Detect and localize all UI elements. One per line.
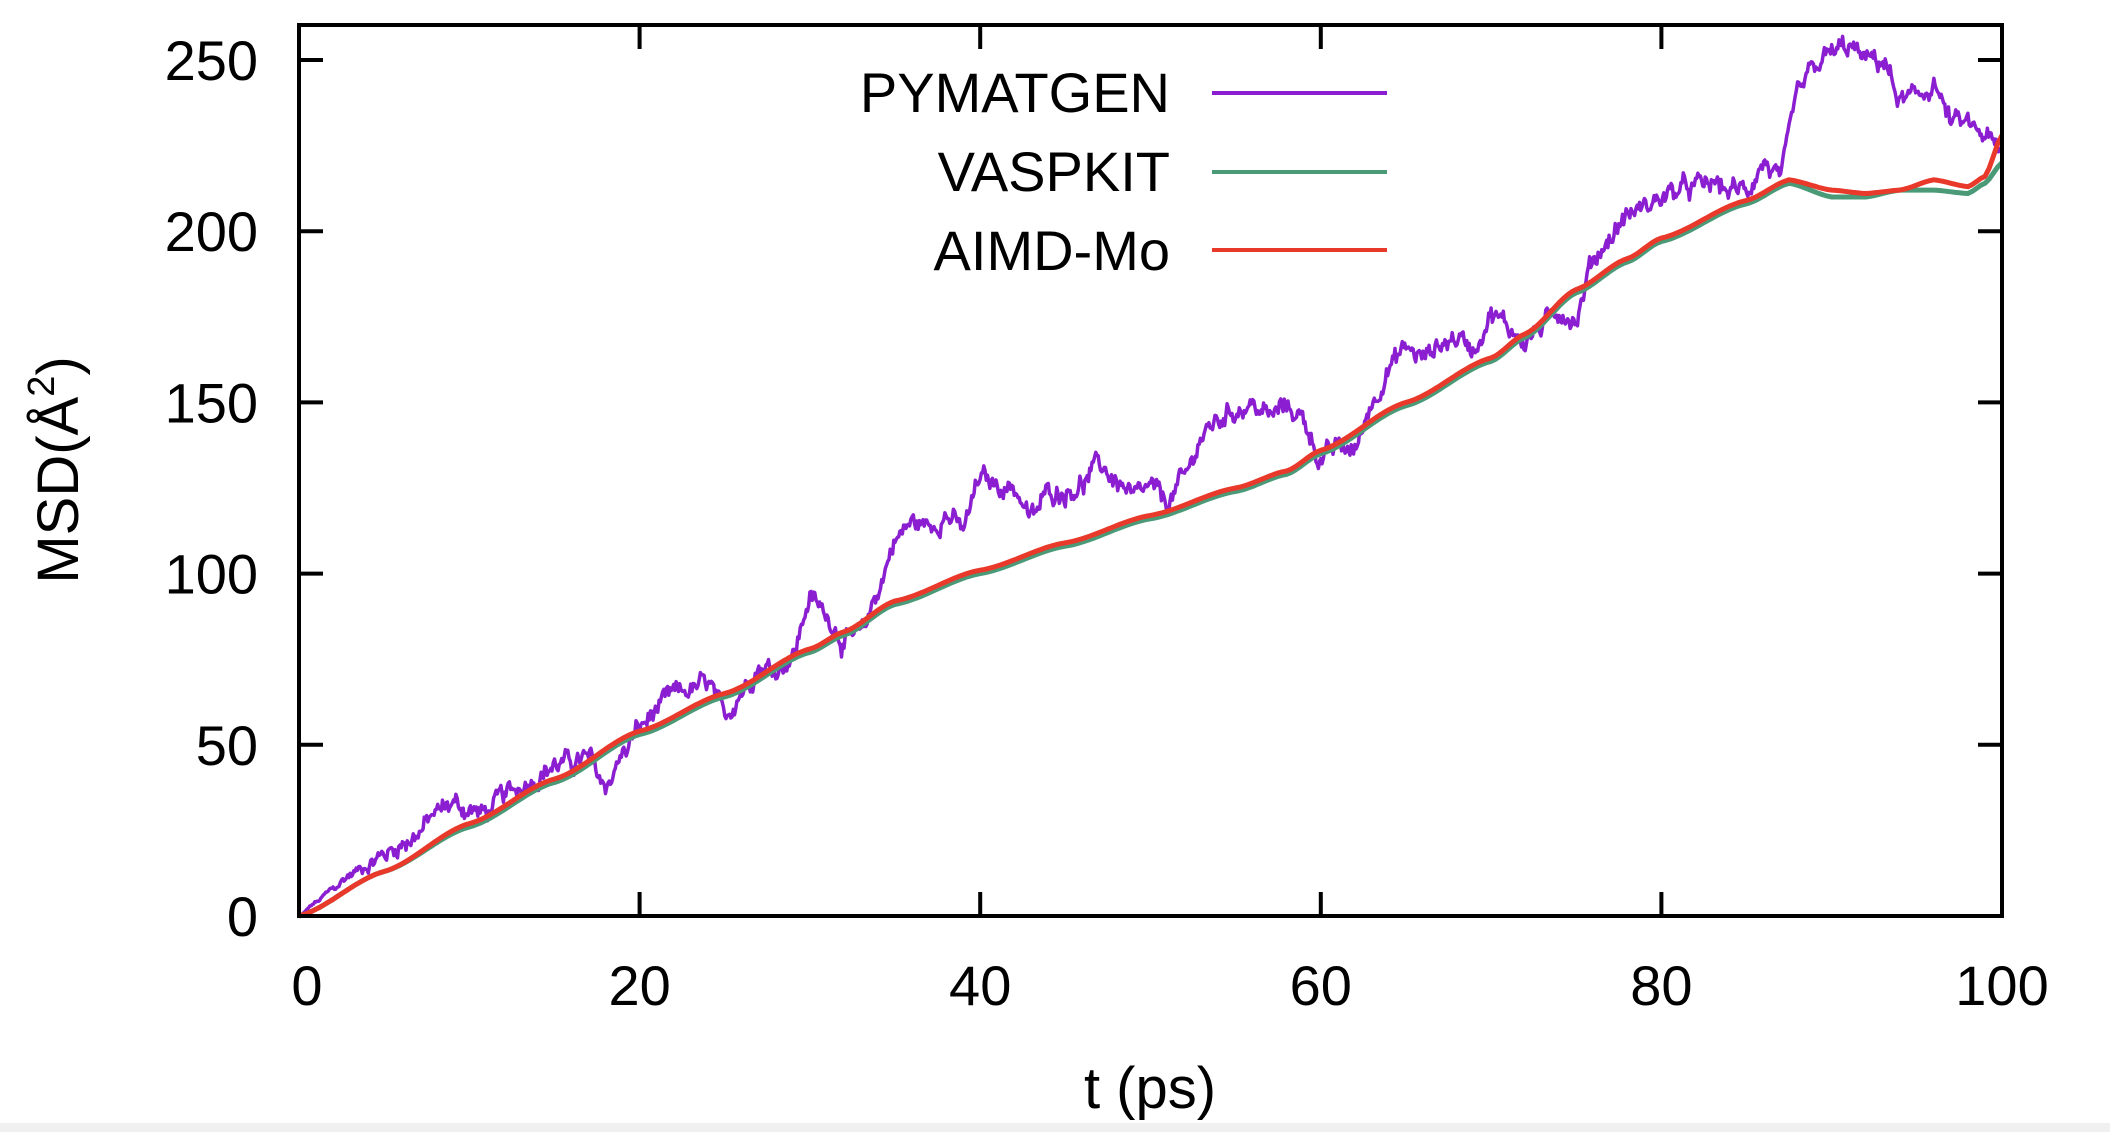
y-axis-label: MSD(Å2) bbox=[21, 356, 91, 583]
series-line-pymatgen bbox=[298, 34, 2004, 918]
x-axis-label: t (ps) bbox=[1084, 1056, 1216, 1121]
x-tick-label: 60 bbox=[1290, 954, 1352, 1017]
series-layer bbox=[298, 34, 2005, 919]
x-axis: 0 20 40 60 80 100 bbox=[291, 25, 2049, 1017]
svg-text:MSD(Å2): MSD(Å2) bbox=[21, 356, 91, 583]
y-tick-label: 200 bbox=[165, 200, 258, 263]
x-tick-label: 100 bbox=[1955, 954, 2048, 1017]
y-tick-label: 0 bbox=[227, 885, 258, 948]
legend-label-pymatgen: PYMATGEN bbox=[860, 61, 1170, 124]
y-axis: 0 50 100 150 200 250 bbox=[165, 29, 2002, 948]
y-axis-label-main: MSD(Å bbox=[26, 396, 91, 583]
y-tick-label: 250 bbox=[165, 29, 258, 92]
legend: PYMATGEN VASPKIT AIMD-Mo bbox=[860, 61, 1387, 282]
y-tick-label: 150 bbox=[165, 371, 258, 434]
legend-item-vaspkit: VASPKIT bbox=[938, 140, 1387, 203]
legend-label-vaspkit: VASPKIT bbox=[938, 140, 1170, 203]
y-tick-label: 100 bbox=[165, 543, 258, 606]
legend-item-aimd-mo: AIMD-Mo bbox=[934, 219, 1387, 282]
y-tick-label: 50 bbox=[196, 714, 258, 777]
x-tick-label: 80 bbox=[1630, 954, 1692, 1017]
bottom-scroll-band bbox=[0, 1123, 2110, 1132]
x-tick-label: 40 bbox=[949, 954, 1011, 1017]
y-axis-label-close: ) bbox=[26, 356, 91, 375]
plot-frame bbox=[297, 23, 2004, 918]
y-axis-label-superscript: 2 bbox=[21, 376, 63, 397]
legend-item-pymatgen: PYMATGEN bbox=[860, 61, 1387, 124]
series-line-aimd-mo bbox=[298, 134, 2005, 919]
x-tick-label: 20 bbox=[608, 954, 670, 1017]
series-line-vaspkit bbox=[298, 160, 2004, 919]
x-tick-label: 0 bbox=[291, 954, 322, 1017]
legend-label-aimd-mo: AIMD-Mo bbox=[934, 219, 1170, 282]
